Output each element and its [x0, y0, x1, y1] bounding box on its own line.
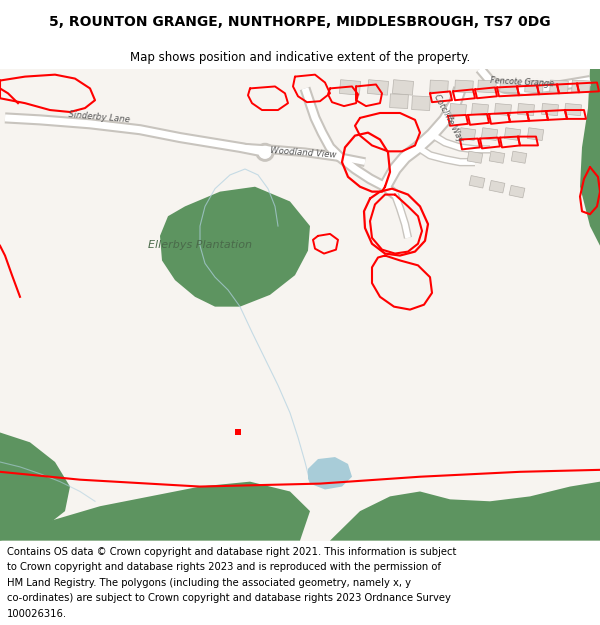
Text: HM Land Registry. The polygons (including the associated geometry, namely x, y: HM Land Registry. The polygons (includin… — [7, 578, 411, 587]
FancyBboxPatch shape — [542, 104, 559, 116]
FancyBboxPatch shape — [481, 127, 497, 141]
FancyBboxPatch shape — [389, 94, 409, 109]
Text: 5, ROUNTON GRANGE, NUNTHORPE, MIDDLESBROUGH, TS7 0DG: 5, ROUNTON GRANGE, NUNTHORPE, MIDDLESBRO… — [49, 15, 551, 29]
FancyBboxPatch shape — [550, 80, 568, 92]
FancyBboxPatch shape — [478, 80, 496, 92]
Text: Ellerbys Plantation: Ellerbys Plantation — [148, 239, 252, 249]
Circle shape — [256, 144, 274, 161]
FancyBboxPatch shape — [472, 104, 488, 116]
Circle shape — [259, 146, 271, 158]
FancyBboxPatch shape — [572, 80, 590, 92]
FancyBboxPatch shape — [467, 151, 483, 163]
FancyBboxPatch shape — [500, 80, 518, 92]
FancyBboxPatch shape — [430, 80, 448, 92]
Text: Fencote Grange: Fencote Grange — [490, 76, 554, 89]
Text: to Crown copyright and database rights 2023 and is reproduced with the permissio: to Crown copyright and database rights 2… — [7, 562, 441, 572]
FancyBboxPatch shape — [518, 104, 535, 116]
FancyBboxPatch shape — [505, 127, 521, 141]
FancyBboxPatch shape — [527, 127, 544, 141]
Text: 100026316.: 100026316. — [7, 609, 67, 619]
Polygon shape — [308, 457, 352, 489]
Text: Woodland View: Woodland View — [270, 146, 337, 159]
Polygon shape — [330, 482, 600, 541]
FancyBboxPatch shape — [565, 104, 581, 116]
FancyBboxPatch shape — [469, 176, 485, 188]
FancyBboxPatch shape — [511, 151, 527, 163]
FancyBboxPatch shape — [494, 104, 511, 116]
FancyBboxPatch shape — [412, 96, 430, 111]
FancyBboxPatch shape — [455, 80, 473, 92]
Text: Cotcliffe Way: Cotcliffe Way — [432, 92, 465, 144]
Polygon shape — [580, 69, 600, 246]
FancyBboxPatch shape — [392, 80, 413, 95]
FancyBboxPatch shape — [524, 80, 544, 92]
FancyBboxPatch shape — [489, 151, 505, 163]
Text: Map shows position and indicative extent of the property.: Map shows position and indicative extent… — [130, 51, 470, 64]
FancyBboxPatch shape — [449, 104, 466, 116]
FancyBboxPatch shape — [367, 80, 389, 95]
FancyBboxPatch shape — [340, 80, 361, 95]
FancyBboxPatch shape — [509, 186, 525, 198]
Text: Sinderby Lane: Sinderby Lane — [68, 111, 130, 125]
FancyBboxPatch shape — [489, 181, 505, 193]
FancyBboxPatch shape — [460, 127, 476, 141]
Polygon shape — [0, 432, 70, 541]
Text: Contains OS data © Crown copyright and database right 2021. This information is : Contains OS data © Crown copyright and d… — [7, 546, 457, 556]
Polygon shape — [160, 187, 310, 307]
Polygon shape — [0, 482, 310, 541]
Text: co-ordinates) are subject to Crown copyright and database rights 2023 Ordnance S: co-ordinates) are subject to Crown copyr… — [7, 593, 451, 603]
